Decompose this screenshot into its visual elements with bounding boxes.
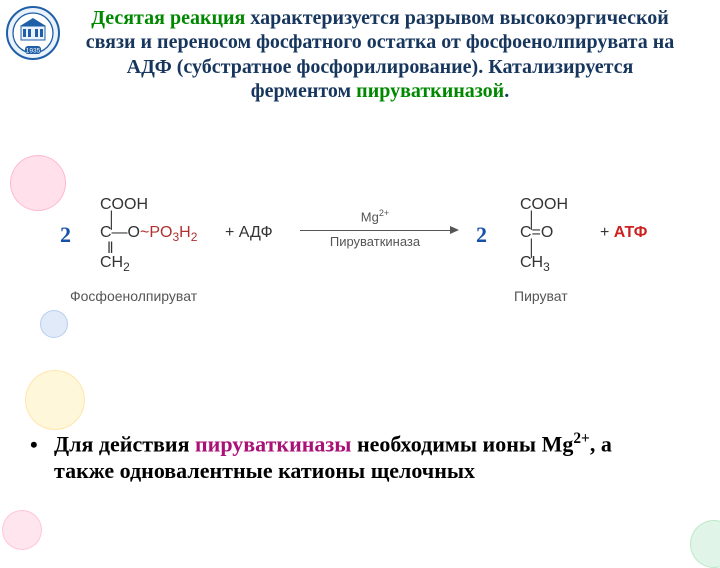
bullet-t2: необходимы ионы Mg xyxy=(351,431,573,456)
reaction-diagram: 2 COOH │ C—O~PO3H2 ‖ CH2 Фосфоенолпирува… xyxy=(30,190,690,320)
bullet-sup1: 2+ xyxy=(573,430,589,447)
plus-atp: + + АТФАТФ xyxy=(600,224,647,242)
svg-text:1935: 1935 xyxy=(26,48,41,55)
arrow-top: Mg2+ xyxy=(310,208,440,224)
slide-heading: Десятая реакция характеризуется разрывом… xyxy=(80,6,680,104)
deco-sphere xyxy=(2,510,42,550)
pep-label: Фосфоенолпируват xyxy=(70,288,197,304)
coef-left: 2 xyxy=(60,222,71,248)
bullet-pk: пируваткиназы xyxy=(195,431,351,456)
deco-sphere xyxy=(25,370,85,430)
heading-green-2: пируваткиназой xyxy=(356,80,504,102)
pep-c-o: C—O~PO3H2 xyxy=(100,224,197,244)
plus-adp: + АДФ xyxy=(225,224,273,242)
bullet-t1: Для действия xyxy=(54,431,195,456)
arrow-bottom: Пируваткиназа xyxy=(310,234,440,249)
reaction-arrowhead xyxy=(450,226,459,234)
pep-ch2: CH2 xyxy=(100,254,130,274)
bullet-paragraph: • Для действия пируваткиназы необходимы … xyxy=(30,430,660,485)
heading-part-2: . xyxy=(504,80,509,102)
university-logo: 1935 xyxy=(6,6,60,60)
coef-right: 2 xyxy=(476,222,487,248)
heading-green-1: Десятая реакция xyxy=(91,7,245,29)
deco-sphere xyxy=(690,520,720,568)
reaction-arrow xyxy=(300,230,450,231)
pyr-ch3: CH3 xyxy=(520,254,550,274)
bullet-dot: • xyxy=(30,432,38,459)
pyr-label: Пируват xyxy=(514,288,568,304)
